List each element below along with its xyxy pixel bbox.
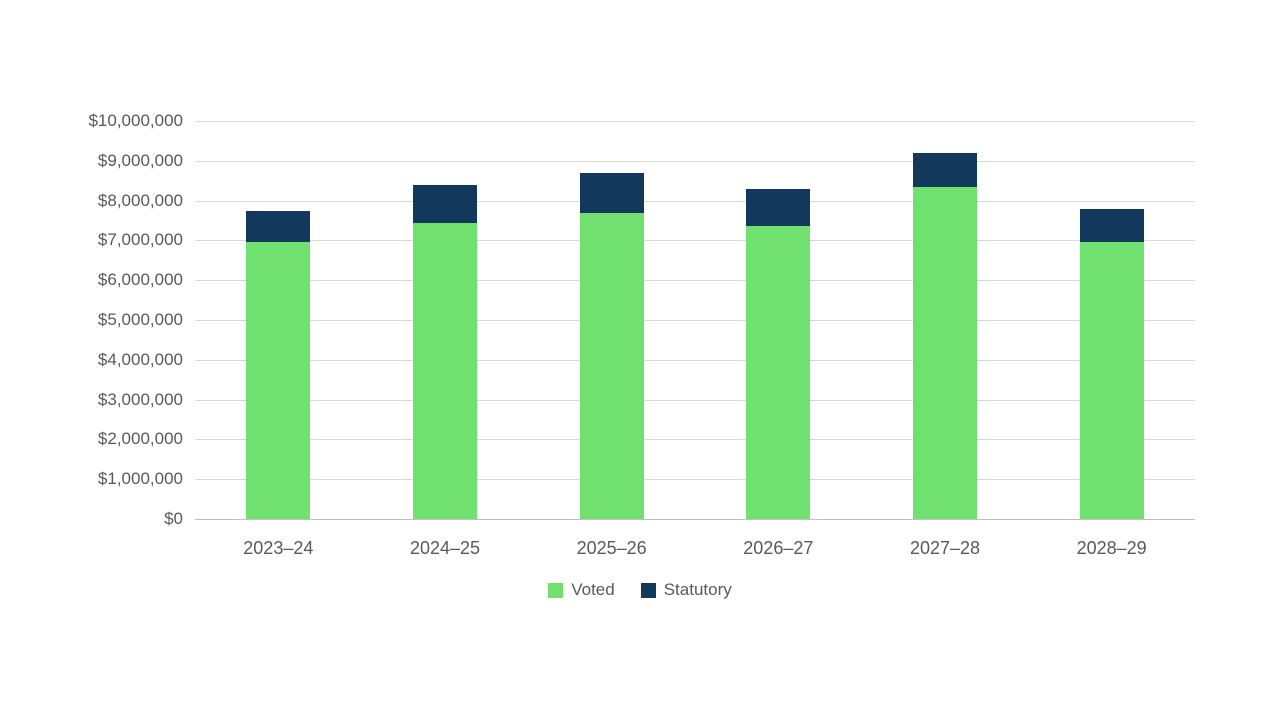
bar-segment-statutory-2028–29 [1079, 208, 1144, 243]
y-tick-label: $8,000,000 [97, 190, 183, 210]
x-axis-line [195, 519, 1195, 520]
bar-segment-voted-2025–26 [579, 212, 644, 519]
x-tick-label: 2025–26 [576, 538, 647, 558]
legend-item-voted: Voted [548, 580, 615, 600]
gridline [195, 359, 1195, 361]
x-axis: 2023–24 2024–25 2025–26 2026–27 2027–28 2028–… [195, 536, 1195, 566]
bar-segment-voted-2024–25 [413, 222, 477, 519]
y-tick-label: $6,000,000 [97, 270, 183, 290]
y-tick-label: $10,000,000 [88, 111, 183, 130]
legend-swatch-voted [548, 582, 564, 598]
y-tick-label: $1,000,000 [97, 469, 183, 489]
bar-segment-voted-2027–28 [913, 186, 977, 519]
bar-segment-voted-2028–29 [1079, 242, 1144, 519]
bar-segment-statutory-2023–24 [246, 210, 311, 243]
gridline [195, 479, 1195, 481]
legend: Voted Statutory [0, 580, 1280, 600]
gridline [195, 200, 1195, 202]
y-tick-label: $0 [164, 509, 183, 528]
y-tick-label: $7,000,000 [97, 230, 183, 250]
gridline [195, 160, 1195, 162]
x-tick-label: 2027–28 [909, 538, 981, 558]
gridline [195, 320, 1195, 321]
x-tick-label: 2024–25 [409, 538, 481, 558]
bar-segment-statutory-2024–25 [413, 184, 477, 223]
x-tick-label: 2023–24 [243, 538, 314, 558]
bar-segment-voted-2026–27 [746, 226, 811, 519]
y-tick-label: $9,000,000 [97, 150, 183, 170]
bar-segment-statutory-2025–26 [579, 172, 644, 213]
y-tick-label: $5,000,000 [97, 310, 183, 329]
bar-segment-voted-2023–24 [246, 242, 311, 519]
x-tick-label: 2026–27 [743, 538, 814, 558]
gridline [195, 240, 1195, 242]
gridline [195, 439, 1195, 441]
x-tick-label: 2028–29 [1076, 538, 1147, 558]
legend-item-statutory: Statutory [640, 580, 732, 600]
legend-label-statutory: Statutory [663, 580, 732, 599]
y-tick-label: $4,000,000 [97, 349, 183, 369]
gridline [195, 121, 1195, 122]
bar-segment-statutory-2027–28 [913, 152, 977, 187]
gridline [195, 399, 1195, 401]
bar-segment-statutory-2026–27 [746, 188, 811, 227]
legend-label-voted: Voted [571, 580, 615, 599]
y-axis: $0 $1,000,000 $2,000,000 $3,000,000 $4,000,0… [0, 0, 183, 720]
gridline [195, 280, 1195, 282]
legend-swatch-statutory [640, 582, 656, 598]
y-tick-label: $3,000,000 [97, 389, 183, 409]
plot-area [195, 121, 1195, 520]
y-tick-label: $2,000,000 [97, 429, 183, 449]
